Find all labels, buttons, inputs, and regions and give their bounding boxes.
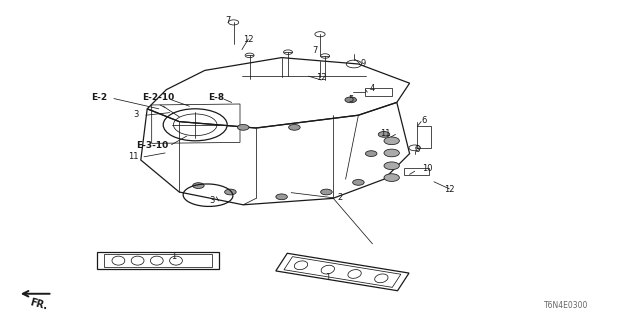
Circle shape — [353, 180, 364, 185]
Circle shape — [289, 124, 300, 130]
Text: 3: 3 — [133, 110, 138, 119]
Text: 9: 9 — [361, 59, 366, 68]
Text: 2: 2 — [338, 193, 343, 202]
Text: E-3-10: E-3-10 — [136, 141, 168, 150]
Circle shape — [384, 162, 399, 170]
Text: 11: 11 — [380, 129, 390, 138]
Text: FR.: FR. — [28, 297, 49, 311]
Text: 5: 5 — [348, 95, 353, 104]
Text: T6N4E0300: T6N4E0300 — [545, 301, 589, 310]
Circle shape — [321, 189, 332, 195]
Circle shape — [276, 194, 287, 200]
Text: 4: 4 — [370, 84, 375, 93]
Text: 6: 6 — [421, 116, 426, 125]
Text: 8: 8 — [415, 145, 420, 154]
Text: 3: 3 — [210, 196, 215, 205]
Text: 10: 10 — [422, 164, 433, 173]
Circle shape — [384, 149, 399, 157]
Text: 12: 12 — [243, 35, 253, 44]
Circle shape — [384, 174, 399, 181]
Text: 11: 11 — [128, 152, 138, 161]
Circle shape — [237, 124, 249, 130]
Text: 12: 12 — [316, 73, 326, 82]
Text: 1: 1 — [325, 273, 330, 282]
Circle shape — [384, 137, 399, 145]
Text: E-8: E-8 — [208, 93, 225, 102]
Text: 12: 12 — [444, 185, 454, 194]
Circle shape — [365, 151, 377, 156]
Circle shape — [225, 189, 236, 195]
Circle shape — [378, 132, 390, 137]
Text: 7: 7 — [312, 46, 317, 55]
Circle shape — [193, 183, 204, 188]
Text: 7: 7 — [225, 16, 230, 25]
Circle shape — [345, 97, 356, 103]
Text: 1: 1 — [172, 252, 177, 261]
Text: E-2: E-2 — [91, 93, 108, 102]
Text: E-2-10: E-2-10 — [143, 93, 175, 102]
